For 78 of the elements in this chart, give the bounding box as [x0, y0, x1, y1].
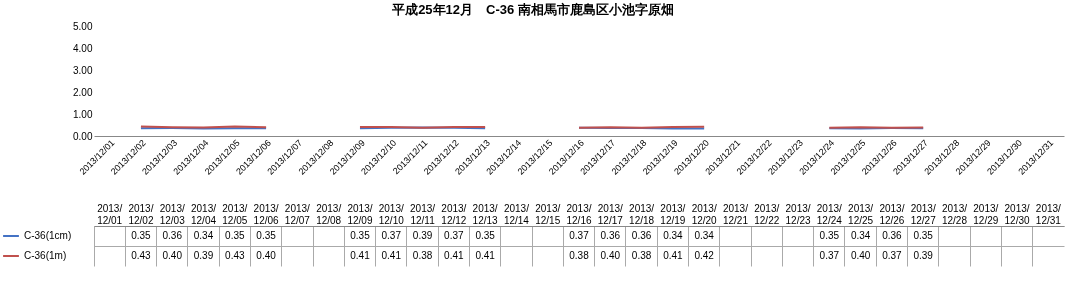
data-label: 0.38: [631, 250, 652, 261]
data-label: 0.41: [350, 250, 371, 261]
data-label: 0.40: [850, 250, 871, 261]
y-tick-label: 4.00: [73, 42, 93, 54]
data-label: 0.36: [600, 230, 621, 241]
category-label: 2013/12/11: [410, 202, 436, 226]
category-label: 2013/12/07: [284, 202, 310, 226]
data-label: 0.43: [131, 250, 152, 261]
data-label: 0.38: [569, 250, 590, 261]
data-label: 0.40: [162, 250, 183, 261]
category-label: 2013/12/27: [910, 202, 936, 226]
category-label: 2013/12/20: [691, 202, 717, 226]
category-label: 2013/12/14: [503, 202, 529, 226]
data-label: 0.34: [663, 230, 684, 241]
data-label: 0.34: [850, 230, 871, 241]
y-tick-label: 3.00: [73, 64, 93, 76]
data-label: 0.40: [256, 250, 277, 261]
data-label: 0.43: [225, 250, 245, 261]
category-label: 2013/12/08: [316, 202, 342, 226]
legend-label: C-36(1m): [24, 250, 67, 261]
data-label: 0.41: [381, 250, 402, 261]
data-label: 0.36: [631, 230, 652, 241]
category-label: 2013/12/23: [785, 202, 811, 226]
category-label: 2013/12/30: [1004, 202, 1030, 226]
data-label: 0.36: [882, 230, 903, 241]
category-label: 2013/12/10: [378, 202, 404, 226]
category-label: 2013/12/19: [660, 202, 686, 226]
y-tick-label: 1.00: [73, 108, 93, 120]
y-tick-label: 2.00: [73, 86, 93, 98]
data-label: 0.37: [882, 250, 903, 261]
category-label: 2013/12/09: [347, 202, 373, 226]
data-label: 0.35: [819, 230, 840, 241]
category-label: 2013/12/24: [816, 202, 842, 226]
category-label: 2013/12/17: [597, 202, 623, 226]
category-label: 2013/12/25: [848, 202, 874, 226]
category-label: 2013/12/02: [128, 202, 154, 226]
data-label: 0.38: [412, 250, 433, 261]
data-label: 0.35: [475, 230, 496, 241]
data-label: 0.35: [225, 230, 245, 241]
data-label: 0.37: [381, 230, 402, 241]
category-label: 2013/12/03: [159, 202, 185, 226]
data-label: 0.37: [569, 230, 590, 241]
data-label: 0.35: [131, 230, 152, 241]
category-label: 2013/12/18: [629, 202, 655, 226]
data-label: 0.34: [193, 230, 214, 241]
category-label: 2013/12/21: [722, 202, 748, 226]
category-label: 2013/12/13: [472, 202, 498, 226]
y-tick-label: 5.00: [73, 20, 93, 32]
category-label: 2013/12/16: [566, 202, 592, 226]
category-label: 2013/12/06: [253, 202, 279, 226]
data-label: 0.40: [600, 250, 621, 261]
data-label: 0.34: [694, 230, 715, 241]
data-label: 0.39: [913, 250, 934, 261]
data-label: 0.35: [913, 230, 934, 241]
data-label: 0.37: [444, 230, 465, 241]
category-label: 2013/12/05: [222, 202, 248, 226]
legend-label: C-36(1cm): [24, 230, 72, 241]
data-label: 0.41: [663, 250, 684, 261]
category-label: 2013/12/15: [535, 202, 561, 226]
data-label: 0.41: [444, 250, 465, 261]
data-label: 0.36: [162, 230, 183, 241]
data-label: 0.35: [350, 230, 371, 241]
data-label: 0.39: [193, 250, 214, 261]
category-label: 2013/12/28: [941, 202, 967, 226]
data-label: 0.42: [694, 250, 715, 261]
category-label: 2013/12/26: [879, 202, 905, 226]
category-label: 2013/12/29: [973, 202, 999, 226]
category-label: 2013/12/31: [1035, 202, 1061, 226]
data-label: 0.39: [412, 230, 433, 241]
data-label: 0.37: [819, 250, 840, 261]
data-label: 0.35: [256, 230, 277, 241]
category-label: 2013/12/01: [97, 202, 123, 226]
category-label: 2013/12/12: [441, 202, 467, 226]
category-label: 2013/12/04: [191, 202, 217, 226]
chart-title: 平成25年12月 C-36 南相馬市鹿島区小池字原畑: [391, 2, 674, 17]
data-label: 0.41: [475, 250, 496, 261]
category-label: 2013/12/22: [754, 202, 780, 226]
y-tick-label: 0.00: [73, 130, 93, 142]
